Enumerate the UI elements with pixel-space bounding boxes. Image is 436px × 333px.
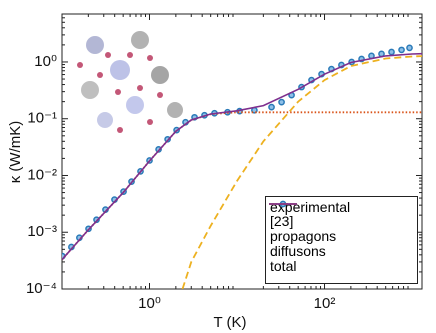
legend: experimental [23] propagons diffusons total bbox=[265, 196, 418, 284]
legend-entry: total bbox=[269, 203, 413, 274]
plot-frame bbox=[61, 13, 423, 290]
x-tick-label: 10⁰ bbox=[138, 295, 161, 312]
structure-inset bbox=[77, 31, 183, 133]
x-tick-label: 10² bbox=[314, 295, 336, 312]
legend-entry: diffusons bbox=[269, 203, 413, 259]
plot-area bbox=[62, 44, 422, 289]
data-point bbox=[388, 48, 395, 56]
x-axis-label: T (K) bbox=[213, 314, 246, 331]
y-tick-label: 10⁰ bbox=[34, 53, 57, 70]
data-point bbox=[278, 98, 285, 106]
data-point bbox=[406, 44, 413, 52]
data-point bbox=[93, 216, 100, 224]
data-point bbox=[398, 46, 405, 54]
legend-label: total bbox=[270, 258, 297, 274]
y-tick-label: 10⁻¹ bbox=[27, 110, 57, 127]
series-line bbox=[181, 55, 422, 289]
y-axis-label: κ (W/mK) bbox=[7, 121, 24, 183]
legend-label: propagons bbox=[270, 228, 337, 244]
legend-symbol bbox=[269, 203, 297, 205]
legend-entry: propagons bbox=[269, 203, 413, 244]
data-point bbox=[268, 103, 275, 111]
series-line bbox=[62, 52, 422, 261]
y-tick-label: 10⁻⁴ bbox=[26, 280, 57, 297]
y-tick-label: 10⁻² bbox=[27, 166, 57, 183]
legend-label: diffusons bbox=[270, 243, 326, 259]
y-tick-label: 10⁻³ bbox=[27, 223, 57, 240]
